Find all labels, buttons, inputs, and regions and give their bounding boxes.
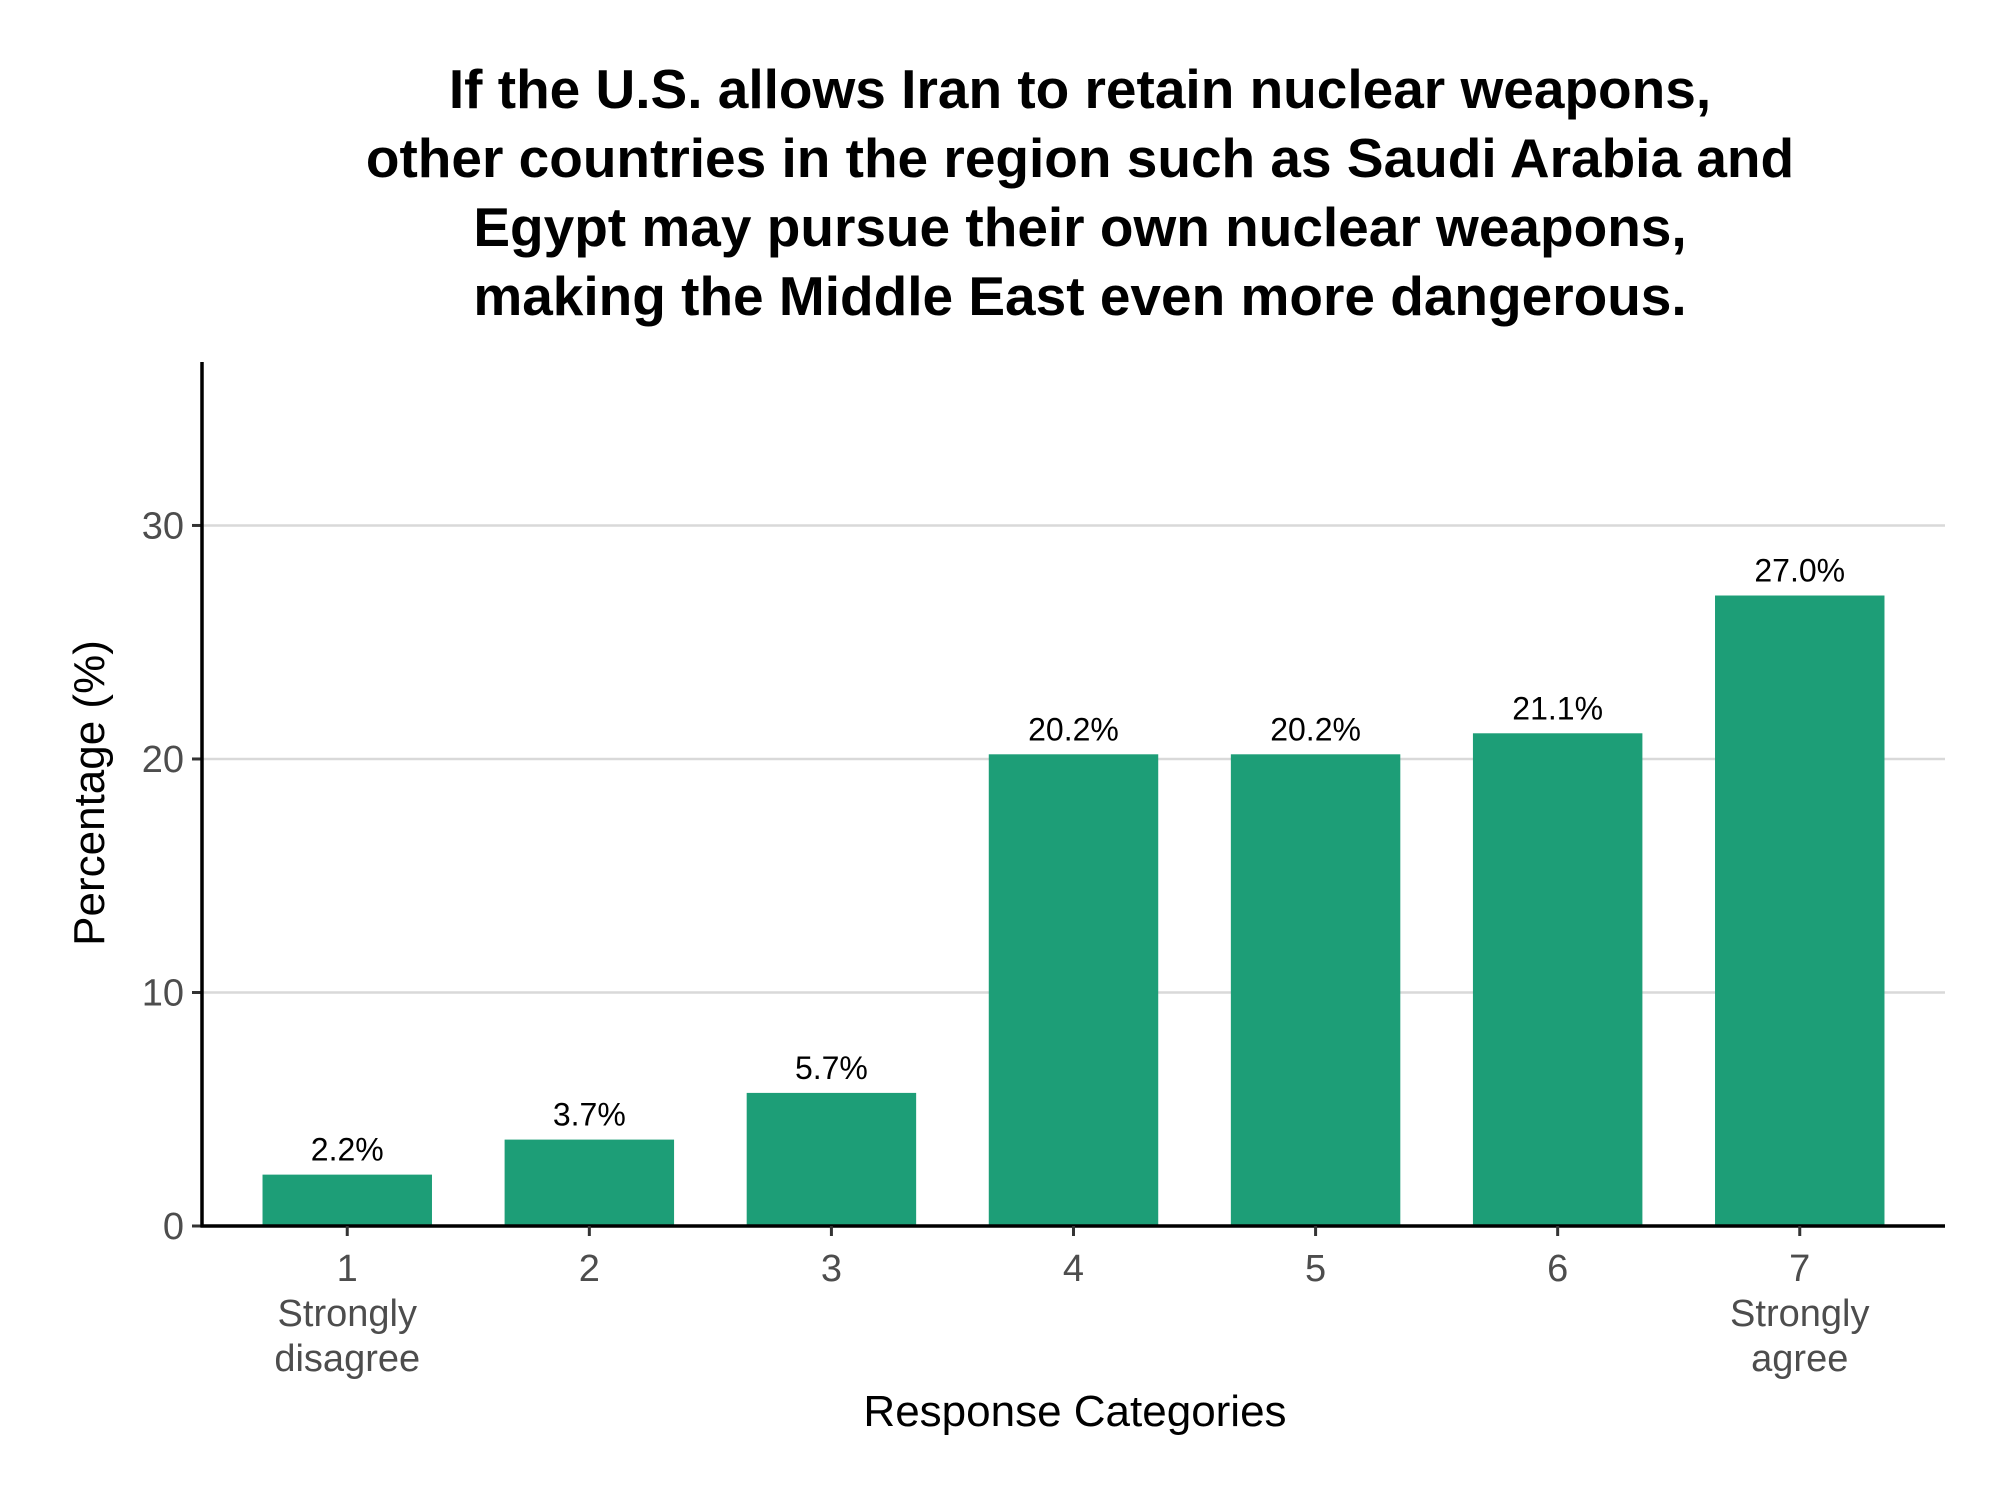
chart-title-line: If the U.S. allows Iran to retain nuclea… — [448, 58, 1712, 120]
x-tick-sublabel: agree — [1751, 1338, 1848, 1380]
data-label: 20.2% — [1270, 711, 1361, 747]
data-label: 2.2% — [311, 1132, 384, 1168]
x-tick-label: 1 — [337, 1248, 358, 1290]
chart-title: If the U.S. allows Iran to retain nuclea… — [170, 55, 1990, 331]
bar — [262, 1174, 432, 1226]
data-label: 27.0% — [1754, 553, 1845, 589]
bar — [504, 1139, 675, 1226]
bar — [746, 1092, 917, 1226]
bar — [1230, 754, 1401, 1226]
x-tick-label: 5 — [1305, 1248, 1326, 1290]
x-tick-sublabel: Strongly — [278, 1293, 417, 1335]
chart-title-line: other countries in the region such as Sa… — [365, 127, 1795, 189]
data-label: 5.7% — [795, 1050, 868, 1086]
chart-title-line: making the Middle East even more dangero… — [473, 265, 1687, 327]
bar — [1472, 733, 1643, 1226]
y-tick-label: 10 — [142, 972, 184, 1014]
x-axis-title: Response Categories — [863, 1387, 1286, 1436]
x-tick-label: 6 — [1547, 1248, 1568, 1290]
data-labels: 2.2% 3.7% 5.7% 20.2% 20.2% 21.1% 27.0% — [311, 553, 1845, 1168]
y-tick-label: 30 — [142, 505, 184, 547]
x-tick-label: 2 — [579, 1248, 600, 1290]
x-tick-label: 3 — [821, 1248, 842, 1290]
data-label: 3.7% — [553, 1097, 626, 1133]
y-tick-label: 20 — [142, 739, 184, 781]
y-tick-label: 0 — [163, 1206, 184, 1248]
chart-title-line: Egypt may pursue their own nuclear weapo… — [473, 196, 1687, 258]
x-tick-label: 7 — [1789, 1248, 1810, 1290]
data-label: 21.1% — [1512, 690, 1603, 726]
bars — [262, 595, 1885, 1226]
bar — [1715, 595, 1885, 1226]
x-tick-sublabel: disagree — [274, 1338, 420, 1380]
y-axis-title: Percentage (%) — [65, 640, 114, 946]
data-label: 20.2% — [1028, 711, 1119, 747]
x-tick-label: 4 — [1063, 1248, 1084, 1290]
bar — [988, 754, 1159, 1226]
x-tick-sublabel: Strongly — [1730, 1293, 1869, 1335]
